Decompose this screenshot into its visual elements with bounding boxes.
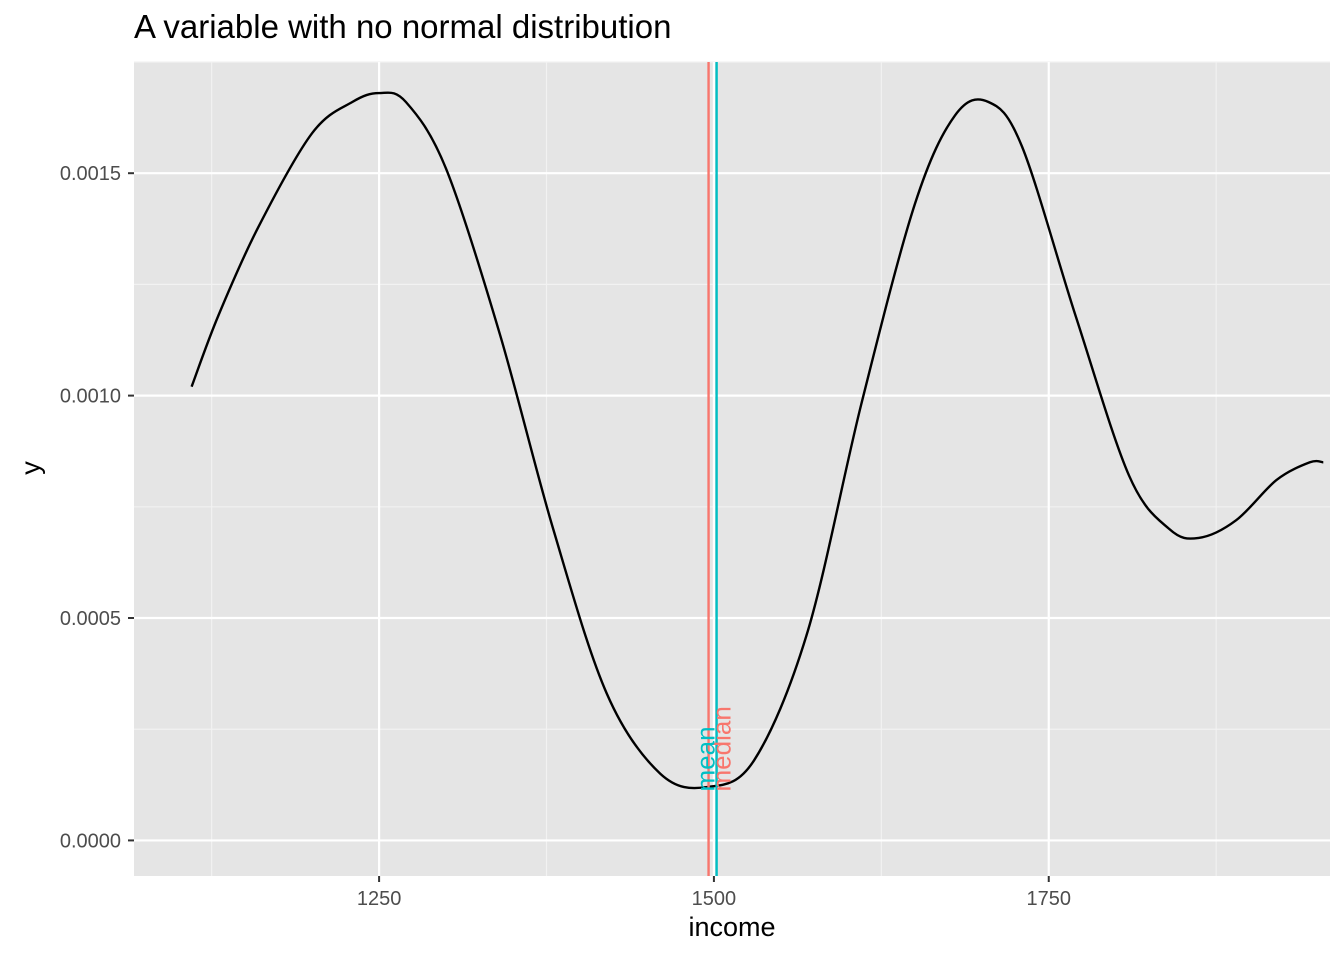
x-tick-label: 1500 bbox=[692, 888, 737, 910]
y-tick-label: 0.0010 bbox=[60, 386, 121, 408]
minor-gridlines bbox=[134, 61, 1330, 876]
series-layer bbox=[190, 91, 1324, 790]
y-tick-label: 0.0000 bbox=[60, 830, 121, 852]
chart-title: A variable with no normal distribution bbox=[134, 8, 672, 45]
median-label: median bbox=[707, 706, 737, 791]
x-axis: 1250 1500 1750 bbox=[357, 876, 1071, 910]
x-axis-title: income bbox=[688, 912, 776, 942]
y-axis: 0.0000 0.0005 0.0010 0.0015 bbox=[60, 163, 134, 852]
y-axis-title: y bbox=[15, 461, 46, 475]
y-tick-label: 0.0005 bbox=[60, 608, 121, 630]
plot-panel bbox=[134, 62, 1330, 876]
density-curve bbox=[190, 91, 1324, 790]
x-tick-label: 1750 bbox=[1026, 888, 1071, 910]
x-tick-label: 1250 bbox=[357, 888, 402, 910]
mean-label: mean bbox=[691, 726, 721, 791]
y-tick-label: 0.0015 bbox=[60, 163, 121, 185]
major-gridlines bbox=[134, 62, 1330, 876]
